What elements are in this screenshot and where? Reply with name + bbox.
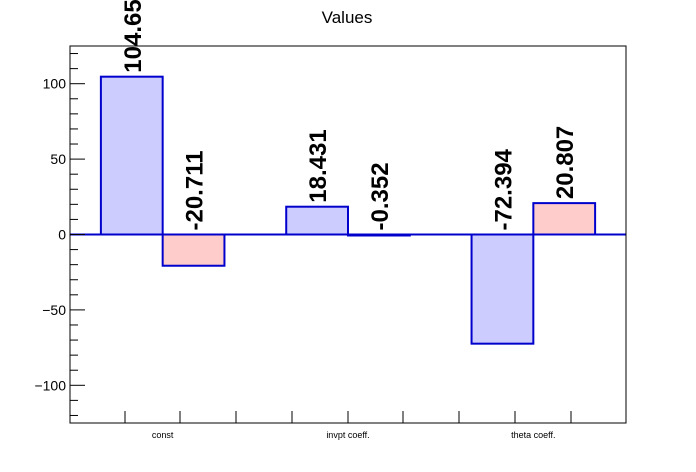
y-tick-label: 100	[43, 76, 67, 92]
bar-value-label: 18.431	[305, 129, 332, 202]
bar	[161, 233, 226, 267]
x-axis: const invpt coeff. theta coeff.	[124, 411, 572, 440]
y-tick-label: −50	[42, 302, 66, 318]
bar	[470, 233, 535, 345]
x-category-label: const	[152, 430, 174, 440]
bar-labels-layer: 104.65 -20.711 18.431 -0.352 -72.394 20.807	[120, 0, 579, 231]
bar-value-label: -20.711	[182, 150, 209, 230]
bar-value-label: -72.394	[490, 148, 517, 230]
y-axis: 100 50 0 −50 −100	[34, 53, 85, 416]
y-tick-label: −100	[34, 377, 66, 393]
bar	[285, 205, 350, 236]
x-category-label: theta coeff.	[511, 430, 555, 440]
y-tick-label: 50	[50, 151, 66, 167]
bar	[99, 75, 164, 236]
bars-layer	[99, 75, 597, 345]
y-tick-label: 0	[58, 227, 66, 243]
chart-title: Values	[322, 8, 373, 27]
bar-value-label: 104.65	[120, 0, 147, 73]
bar-value-label: 20.807	[552, 126, 579, 199]
x-category-label: invpt coeff.	[326, 430, 369, 440]
bar-value-label: -0.352	[367, 162, 394, 230]
bar	[532, 202, 597, 236]
